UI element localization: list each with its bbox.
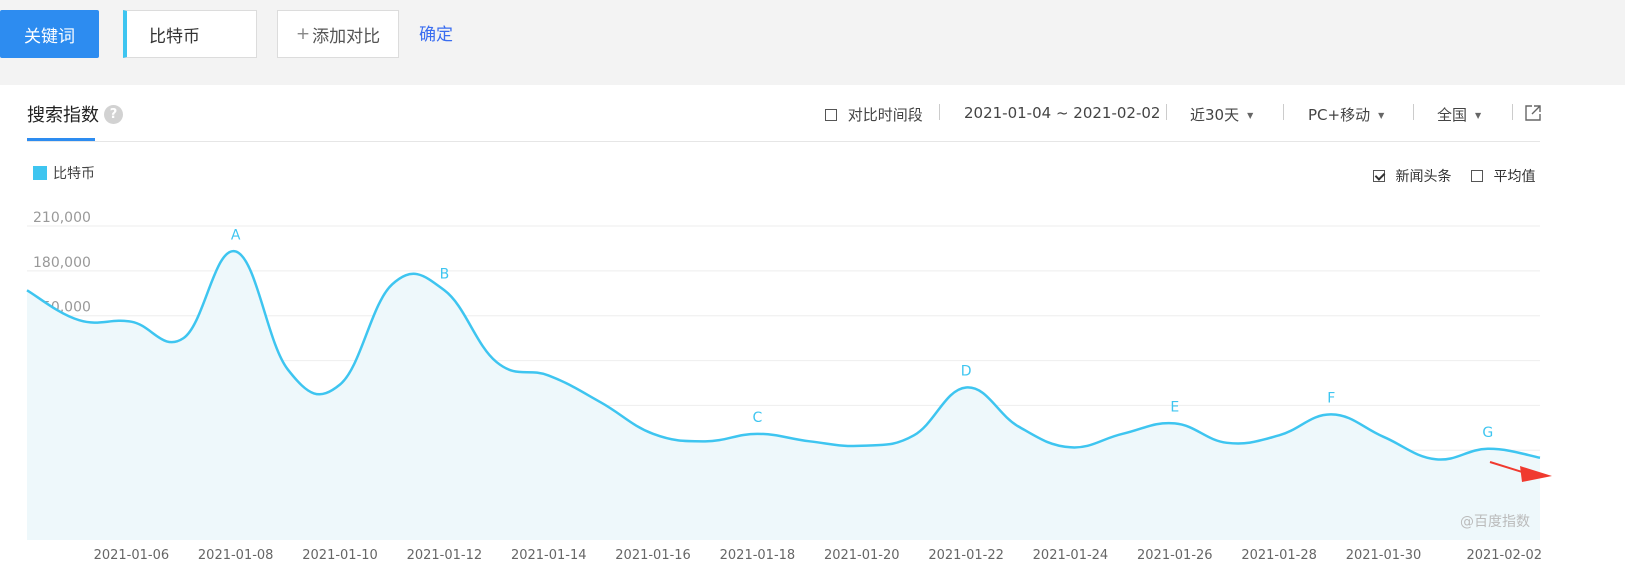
x-tick-label: 2021-01-30: [1346, 548, 1422, 563]
confirm-link[interactable]: 确定: [419, 25, 453, 45]
news-label: 新闻头条: [1395, 169, 1452, 185]
chart-axes: 2021-01-06 2021-01-08 2021-01-10 2021-01-12…: [94, 548, 1542, 563]
filter-separator: [1512, 104, 1513, 120]
region-select[interactable]: 全国 ▼: [1437, 104, 1481, 125]
external-link-icon[interactable]: [1524, 104, 1542, 126]
chart-annotations: A B C D E F G: [231, 227, 1493, 440]
date-range-picker[interactable]: 2021-01-04 ~ 2021-02-02: [964, 104, 1161, 122]
region-select-value: 全国: [1437, 106, 1468, 124]
x-tick-label: 2021-01-14: [511, 548, 587, 563]
series-area-fill: [27, 251, 1540, 540]
chart-area-layer: [26, 250, 1541, 540]
news-marker[interactable]: A: [231, 227, 241, 243]
average-toggle[interactable]: 平均值: [1471, 166, 1535, 186]
range-select[interactable]: 近30天 ▼: [1190, 104, 1253, 125]
device-select[interactable]: PC+移动 ▼: [1308, 104, 1384, 125]
filter-separator: [1413, 104, 1414, 120]
caret-down-icon: ▼: [1475, 111, 1482, 120]
filter-separator: [1166, 104, 1167, 120]
caret-down-icon: ▼: [1378, 111, 1385, 120]
title-underline: [27, 138, 95, 141]
compare-period-checkbox[interactable]: [825, 109, 837, 121]
news-marker[interactable]: C: [753, 410, 763, 426]
news-marker[interactable]: D: [961, 363, 972, 379]
x-tick-label: 2021-01-16: [615, 548, 691, 563]
average-label: 平均值: [1493, 169, 1536, 185]
compare-period-toggle[interactable]: 对比时间段: [825, 104, 923, 125]
red-arrow-annotation: [1489, 461, 1552, 482]
help-icon[interactable]: ?: [104, 104, 123, 124]
x-tick-label: 2021-01-06: [94, 548, 170, 563]
x-tick-label: 2021-01-20: [824, 548, 900, 563]
device-select-value: PC+移动: [1308, 106, 1371, 124]
x-tick-label: 2021-01-18: [720, 548, 796, 563]
news-toggle[interactable]: 新闻头条: [1373, 166, 1451, 186]
add-compare-label: 添加对比: [312, 26, 381, 47]
x-tick-label: 2021-01-24: [1033, 548, 1109, 563]
x-tick-label: 2021-02-02: [1466, 548, 1542, 563]
news-marker[interactable]: E: [1170, 399, 1179, 415]
series-line-bitcoin: [26, 250, 1541, 461]
x-tick-label: 2021-01-08: [198, 548, 274, 563]
panel-divider: [27, 141, 1540, 142]
baidu-index-watermark: @百度指数: [1460, 514, 1530, 530]
filter-separator: [1283, 104, 1284, 120]
panel-title: 搜索指数 ?: [27, 101, 123, 127]
legend-swatch: [33, 166, 47, 180]
caret-down-icon: ▼: [1247, 111, 1254, 120]
news-marker[interactable]: B: [440, 266, 450, 282]
range-select-value: 近30天: [1190, 106, 1240, 124]
chart-legend[interactable]: 比特币: [33, 163, 95, 183]
search-toolbar: 关键词 比特币 + 添加对比 确定: [0, 0, 1625, 85]
x-tick-label: 2021-01-12: [407, 548, 483, 563]
news-checkbox[interactable]: [1373, 170, 1385, 182]
x-tick-label: 2021-01-28: [1241, 548, 1317, 563]
add-compare-button[interactable]: + 添加对比: [277, 10, 399, 58]
x-tick-label: 2021-01-26: [1137, 548, 1213, 563]
average-checkbox[interactable]: [1471, 170, 1483, 182]
keyword-button[interactable]: 关键词: [0, 10, 99, 58]
x-tick-label: 2021-01-22: [928, 548, 1004, 563]
keyword-input[interactable]: 比特币: [123, 10, 257, 58]
y-tick-label: 180,000: [33, 255, 91, 271]
compare-period-label: 对比时间段: [847, 106, 923, 124]
news-marker[interactable]: F: [1327, 390, 1335, 406]
news-marker[interactable]: G: [1482, 425, 1493, 441]
y-tick-label: 210,000: [33, 210, 91, 226]
legend-label: 比特币: [53, 166, 95, 182]
filter-separator: [939, 104, 940, 120]
plus-icon: +: [295, 24, 311, 44]
panel-title-text: 搜索指数: [27, 105, 99, 126]
x-tick-label: 2021-01-10: [302, 548, 378, 563]
